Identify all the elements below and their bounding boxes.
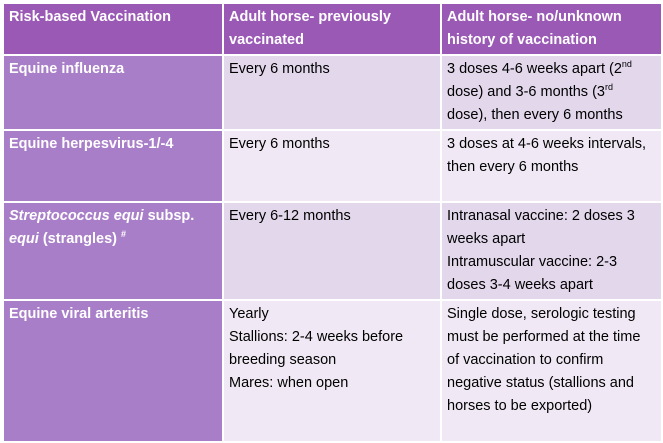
schedule-text: dose) and 3-6 months (3 <box>447 84 605 100</box>
ordinal-suffix: nd <box>621 59 632 70</box>
header-unknown-history: Adult horse- no/unknown history of vacci… <box>440 2 663 56</box>
schedule-line: Intramuscular vaccine: 2-3 doses 3-4 wee… <box>447 254 618 293</box>
schedule-line: Intranasal vaccine: 2 doses 3 weeks apar… <box>447 208 635 247</box>
disease-name-italic: equi <box>9 231 39 247</box>
disease-name: Equine viral arteritis <box>2 299 224 443</box>
table-row: Equine viral arteritis Yearly Stallions:… <box>2 299 663 443</box>
schedule-previously: Every 6 months <box>222 129 442 203</box>
schedule-line: Mares: when open <box>229 375 349 391</box>
header-previously-vaccinated: Adult horse- previously vaccinated <box>222 2 442 56</box>
disease-name-text: subsp. <box>143 208 195 224</box>
ordinal-suffix: rd <box>604 82 613 93</box>
footnote-mark: # <box>121 229 127 240</box>
schedule-line: Yearly <box>229 306 269 322</box>
schedule-previously: Every 6 months <box>222 54 442 131</box>
disease-name: Equine influenza <box>2 54 224 131</box>
schedule-unknown: 3 doses 4-6 weeks apart (2nd dose) and 3… <box>440 54 663 131</box>
schedule-line: Every 6 months <box>229 61 330 77</box>
disease-name-italic: Streptococcus equi <box>9 208 144 224</box>
schedule-previously: Yearly Stallions: 2-4 weeks before breed… <box>222 299 442 443</box>
disease-name: Streptococcus equi subsp. equi (strangle… <box>2 201 224 301</box>
table-row: Equine influenza Every 6 months 3 doses … <box>2 54 663 131</box>
schedule-unknown: Single dose, serologic testing must be p… <box>440 299 663 443</box>
table-row: Streptococcus equi subsp. equi (strangle… <box>2 201 663 301</box>
disease-name-text: (strangles) <box>38 231 121 247</box>
schedule-line: Every 6 months <box>229 136 330 152</box>
header-risk-based-vaccination: Risk-based Vaccination <box>2 2 224 56</box>
schedule-line: Stallions: 2-4 weeks before breeding sea… <box>229 329 404 368</box>
schedule-line: Every 6-12 months <box>229 208 351 224</box>
schedule-previously: Every 6-12 months <box>222 201 442 301</box>
schedule-text: dose), then every 6 months <box>447 107 623 123</box>
schedule-text: 3 doses 4-6 weeks apart (2 <box>447 61 622 77</box>
header-row: Risk-based Vaccination Adult horse- prev… <box>2 2 663 56</box>
schedule-unknown: Intranasal vaccine: 2 doses 3 weeks apar… <box>440 201 663 301</box>
disease-name: Equine herpesvirus-1/-4 <box>2 129 224 203</box>
table-row: Equine herpesvirus-1/-4 Every 6 months 3… <box>2 129 663 203</box>
schedule-unknown: 3 doses at 4-6 weeks intervals, then eve… <box>440 129 663 203</box>
